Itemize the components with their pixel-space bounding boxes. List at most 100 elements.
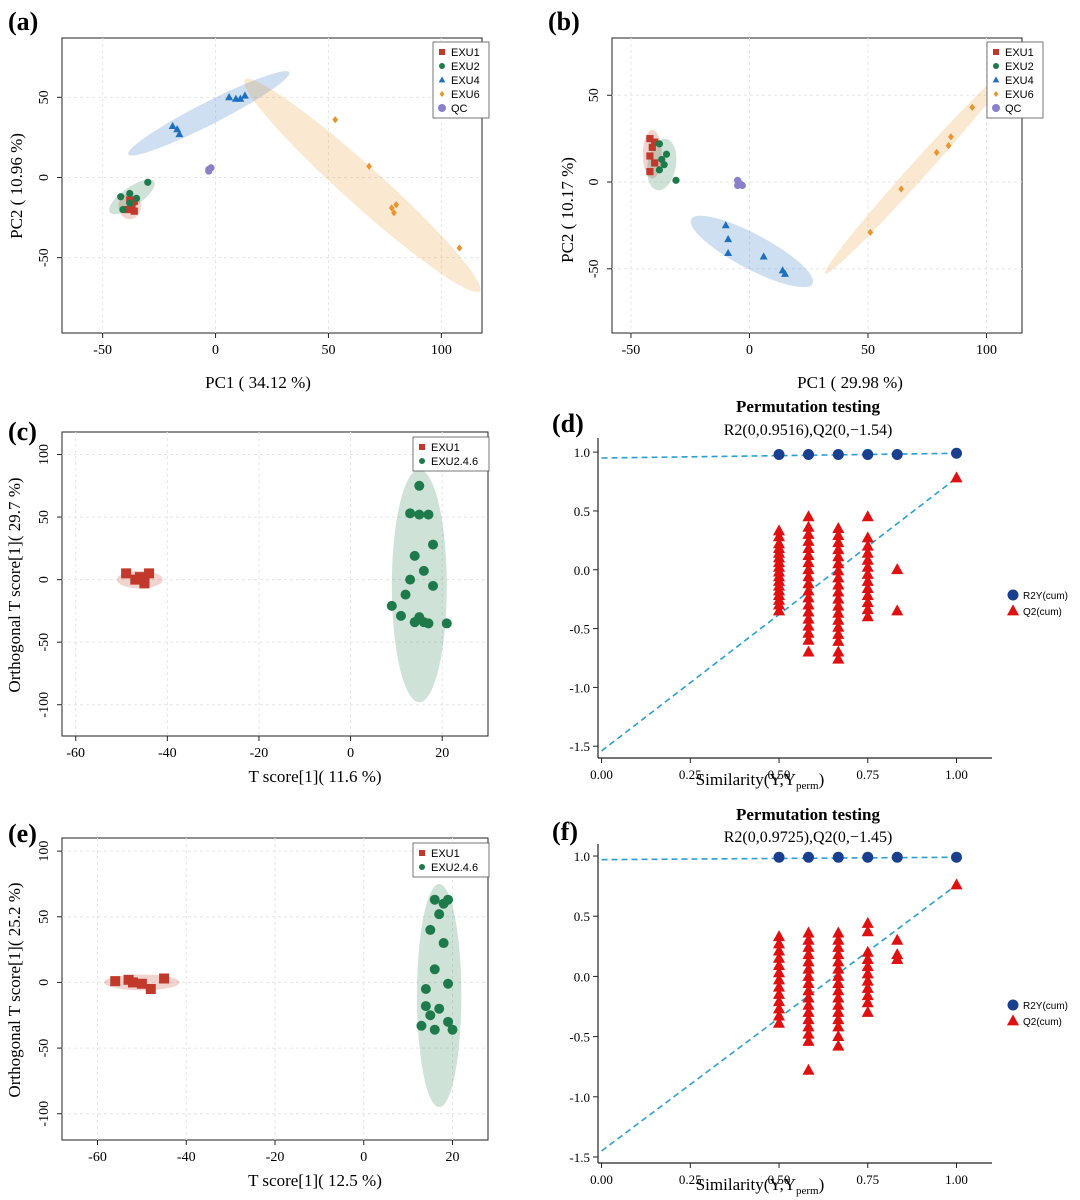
data-point [128,202,136,210]
plot-frame [611,37,1023,334]
series-exu2 [117,178,152,214]
legend-label: QC [451,103,468,115]
series-exu2-4-6 [416,894,458,1035]
y-tick-label: -1.0 [569,1090,590,1105]
y-tick-label: -1.5 [569,1150,590,1165]
data-point [933,148,940,157]
x-axis-label-sub: perm [796,780,819,792]
data-point [646,168,654,176]
data-point [832,652,845,664]
data-point [423,509,434,520]
data-point [832,1013,845,1025]
data-point [456,244,463,252]
chart-b-pca: -50 0 50 100 -50 0 50 PC1 ( 29.98 %) PC2 ( 10.17… [558,37,1044,392]
data-point [891,851,903,863]
data-point [891,952,904,964]
data-point [240,91,249,99]
legend-label: EXU1 [451,47,480,59]
data-point [802,556,815,568]
data-point [139,578,150,589]
data-point [861,916,874,928]
legend-marker-exu4 [992,76,1000,83]
y-tick-label: 50 [37,910,52,924]
y-tick-label: -0.5 [569,622,590,637]
data-point [802,570,815,582]
data-point [366,162,372,170]
data-point [802,1063,815,1075]
data-point [802,851,814,863]
data-point [861,967,874,979]
data-point [861,1005,874,1017]
data-point [802,645,815,657]
data-point [646,152,654,160]
chart-subtitle: R2(0,0.9516),Q2(0,−1.54) [724,422,893,439]
y-tick-label: -50 [37,1039,52,1058]
x-tick-label: -20 [266,1150,285,1165]
data-point [773,851,785,863]
data-point [393,201,400,209]
y-axis-label: Orthogonal T score[1]( 25.2 %) [5,882,24,1097]
data-point [414,480,425,491]
data-point [651,159,659,167]
x-axis-label: PC1 ( 29.98 %) [797,373,903,392]
data-point [891,933,904,945]
data-point [802,998,815,1010]
data-point [802,563,815,575]
data-point [425,1010,436,1021]
x-axis-label-main: Similarity(Y,Y [696,1175,796,1194]
data-point [861,596,874,608]
panel-label-e: (e) [8,819,37,848]
data-point [832,955,845,967]
data-point [802,605,815,617]
data-point [861,510,874,522]
data-point [772,995,786,1007]
data-point [434,909,445,920]
data-point [738,181,746,190]
data-point [867,228,874,236]
x-axis-label: T score[1]( 12.5 %) [248,1171,382,1190]
x-axis-label: Similarity(Y,Yperm) [696,1175,825,1197]
data-point [832,557,845,569]
legend-label: EXU4 [451,75,480,87]
data-point [759,252,768,260]
x-tick-label: -40 [158,746,177,761]
data-point [862,448,874,460]
legend-box [412,436,490,472]
data-point [832,521,845,533]
series-r2y [773,447,963,460]
data-point [772,951,786,963]
data-point [832,645,845,657]
data-point [832,977,845,989]
data-point [772,958,786,970]
data-point [429,1024,440,1035]
legend-marker-q2 [1006,1014,1020,1026]
data-point [772,930,786,942]
data-point [832,592,845,604]
y-tick-label: 100 [37,444,52,465]
legend-label: EXU1 [431,848,460,860]
data-point [832,578,845,590]
data-point [832,571,845,583]
series-exu2 [655,140,680,184]
legend-marker-exu1 [993,49,999,55]
data-point [386,600,397,611]
y-axis-label: PC2 ( 10.17 %) [558,157,577,263]
data-point [951,447,963,459]
data-point [861,960,874,972]
data-point [832,1030,845,1042]
x-tick-label: 100 [431,343,452,358]
data-point [861,974,874,986]
confidence-ellipse-exu6 [824,62,1016,274]
x-tick-label: 0.25 [679,767,702,782]
legend-label: EXU2 [1005,61,1034,73]
x-tick-label: 0 [746,343,753,358]
data-point [145,984,156,994]
data-point [861,981,874,993]
data-point [802,577,815,589]
data-point [802,549,815,561]
data-point [802,626,815,638]
chart-c-opls: -60 -40 -20 0 20 -100 -50 0 50 100 T score[1]( 11.… [5,431,490,786]
data-point [772,944,786,956]
x-tick-label: 0 [360,1150,367,1165]
data-point [802,612,815,624]
